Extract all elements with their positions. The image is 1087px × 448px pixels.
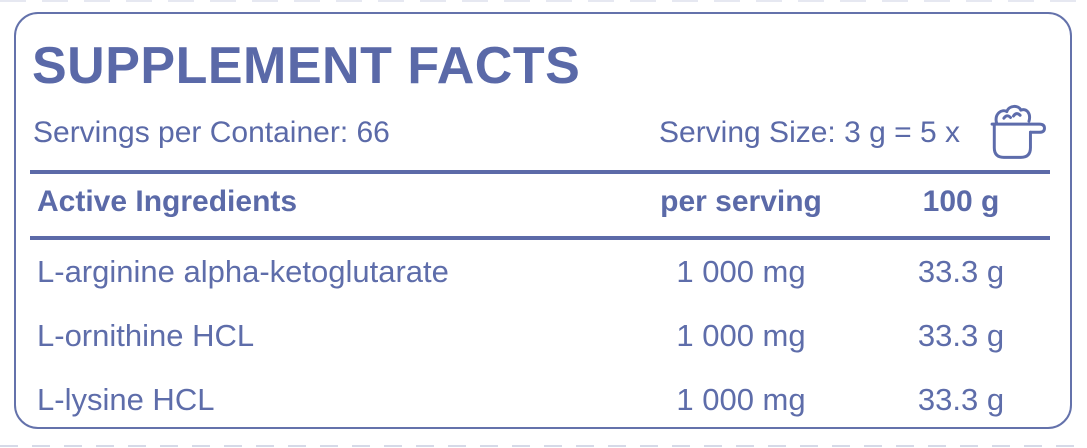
ingredient-per-100g: 33.3 g — [917, 318, 1005, 353]
panel-content: SUPPLEMENT FACTS Servings per Container:… — [16, 14, 1070, 432]
divider-header-bottom — [30, 236, 1050, 240]
supplement-facts-panel: SUPPLEMENT FACTS Servings per Container:… — [14, 12, 1072, 429]
cut-line-bottom — [0, 445, 1087, 447]
page-title: SUPPLEMENT FACTS — [32, 37, 581, 95]
ingredient-per-serving: 1 000 mg — [676, 318, 806, 353]
scoop-icon — [974, 102, 1050, 164]
serving-info-row: Servings per Container: 66 Serving Size:… — [30, 102, 1050, 164]
table-row: L-lysine HCL 1 000 mg 33.3 g — [30, 368, 1050, 432]
ingredient-per-serving: 1 000 mg — [676, 254, 806, 289]
ingredient-name: L-ornithine HCL — [37, 318, 255, 353]
cut-line-top — [0, 0, 1087, 2]
table-row: L-ornithine HCL 1 000 mg 33.3 g — [30, 304, 1050, 368]
column-header-active-ingredients: Active Ingredients — [37, 185, 298, 218]
column-header-100g: 100 g — [922, 185, 1000, 218]
ingredient-per-100g: 33.3 g — [917, 382, 1005, 417]
table-header-row: Active Ingredients per serving 100 g — [30, 174, 1050, 230]
column-header-per-serving: per serving — [660, 185, 822, 218]
serving-size-group: Serving Size: 3 g = 5 x — [659, 102, 1050, 164]
table-row: L-arginine alpha-ketoglutarate 1 000 mg … — [30, 240, 1050, 304]
ingredient-per-serving: 1 000 mg — [676, 382, 806, 417]
servings-per-container-text: Servings per Container: 66 — [33, 116, 390, 149]
ingredient-per-100g: 33.3 g — [917, 254, 1005, 289]
ingredient-name: L-arginine alpha-ketoglutarate — [37, 254, 449, 289]
serving-size-text: Serving Size: 3 g = 5 x — [659, 116, 960, 149]
ingredient-name: L-lysine HCL — [37, 382, 215, 417]
divider-top — [30, 170, 1050, 174]
